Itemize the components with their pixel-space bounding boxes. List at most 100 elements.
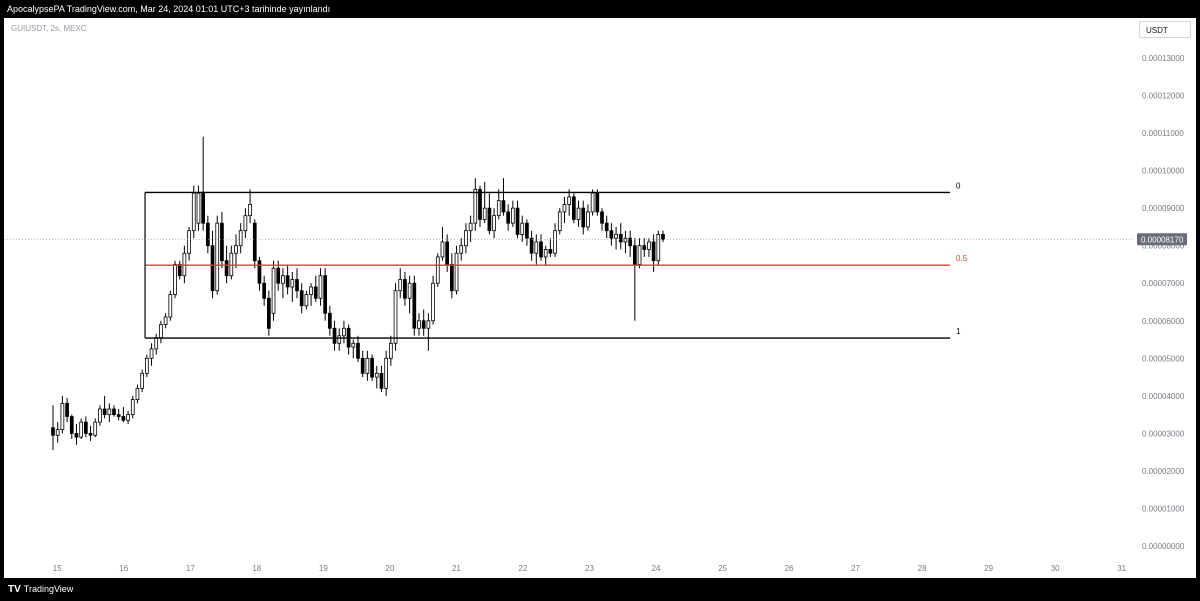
candle [614, 226, 618, 250]
candle [173, 260, 177, 299]
candle-body-down [632, 245, 637, 265]
candle-body-up [154, 337, 159, 350]
candle-body-up [60, 402, 65, 431]
current-price: 0.00008170 [4, 233, 1187, 246]
candle [623, 230, 628, 254]
current-price-tag [1137, 233, 1187, 246]
x-tick-label: 26 [785, 564, 794, 573]
candle [398, 268, 403, 299]
candle-body-up [647, 241, 651, 250]
x-tick-label: 23 [585, 564, 594, 573]
candle-body-down [121, 416, 126, 421]
candle [177, 260, 182, 280]
candle-body-up [243, 215, 248, 232]
candle [271, 260, 276, 321]
candle [656, 230, 661, 265]
candle-body-up [586, 211, 590, 228]
candle-body-up [342, 327, 346, 337]
candle-body-down [257, 260, 262, 284]
candle-body-up [168, 294, 173, 318]
candle-body-up [614, 234, 618, 239]
y-tick-label: 0.00012000 [1142, 92, 1185, 101]
candle-body-up [407, 282, 412, 299]
candle [69, 414, 74, 440]
attribution-bar: ApocalypsePA TradingView.com, Mar 24, 20… [0, 0, 1200, 18]
x-tick-label: 30 [1051, 564, 1060, 573]
x-tick-label: 28 [918, 564, 927, 573]
candle [332, 320, 337, 351]
y-tick-label: 0.00009000 [1142, 204, 1185, 213]
candle-body-up [590, 192, 595, 213]
candle-body-down [412, 282, 417, 329]
candle-body-down [332, 327, 337, 344]
candle [121, 407, 126, 423]
candle-body-down [69, 416, 74, 434]
candle-body-up [248, 203, 252, 217]
range-tool[interactable]: 00.51 [144, 181, 968, 339]
candle-body-down [51, 427, 55, 436]
candle [557, 208, 562, 235]
candle [224, 245, 229, 284]
candle [130, 395, 135, 419]
candle [501, 178, 506, 216]
candle [327, 305, 332, 336]
x-tick-label: 27 [851, 564, 860, 573]
candle [520, 215, 525, 242]
candle-body-down [88, 432, 93, 436]
candle-body-up [553, 230, 557, 254]
attribution-text: ApocalypsePA TradingView.com, Mar 24, 20… [7, 4, 331, 14]
candle [473, 178, 478, 231]
candle [205, 215, 210, 254]
time-axis[interactable]: 15 16 17 18 19 20 21 22 23 24 25 26 27 28 29 30 31 [53, 564, 1127, 573]
candle-body-down [501, 200, 506, 213]
candle [506, 204, 511, 231]
price-axis[interactable]: 0.00013000 0.00012000 0.00011000 0.00010000… [1142, 54, 1185, 551]
candle [262, 275, 267, 306]
candle-body-up [398, 279, 403, 292]
candle [107, 403, 112, 423]
candle [168, 290, 173, 321]
chart-panel[interactable] [4, 18, 1196, 578]
candle-body-up [510, 207, 515, 224]
candle-body-up [196, 192, 201, 224]
candle [487, 193, 492, 235]
candle-body-up [281, 275, 285, 284]
candle-body-up [79, 421, 84, 438]
candle-body-down [65, 402, 69, 417]
candle [407, 275, 412, 314]
candle [370, 354, 374, 381]
candle [534, 234, 539, 265]
x-tick-label: 20 [385, 564, 394, 573]
candle-body-up [520, 222, 525, 235]
x-tick-label: 24 [652, 564, 661, 573]
x-tick-label: 25 [718, 564, 727, 573]
currency-button[interactable]: USDT [1139, 21, 1191, 38]
x-tick-label: 17 [186, 564, 195, 573]
candle-body-down [276, 267, 281, 284]
y-tick-label: 0.00011000 [1142, 129, 1184, 138]
y-tick-label: 0.00008000 [1142, 242, 1185, 251]
candle [126, 410, 130, 424]
candle [309, 283, 313, 306]
candle-body-down [449, 264, 454, 292]
candle-body-up [623, 237, 628, 243]
candle-body-up [182, 252, 187, 277]
candle [567, 189, 572, 216]
candle-body-down [642, 245, 647, 250]
candle-body-up [144, 357, 149, 374]
candle-body-up [318, 275, 323, 299]
tradingview-brand[interactable]: TV TradingView [8, 584, 73, 595]
candle-body-down [201, 192, 206, 224]
candle [88, 425, 93, 441]
candle-body-up [107, 408, 112, 416]
candle-body-down [370, 357, 374, 378]
candle [632, 238, 637, 321]
candle-body-down [604, 222, 609, 232]
candle [65, 397, 69, 423]
candle-body-up [98, 408, 102, 423]
candle [337, 328, 342, 351]
candle [93, 418, 98, 438]
y-tick-label: 0.00013000 [1142, 54, 1185, 63]
